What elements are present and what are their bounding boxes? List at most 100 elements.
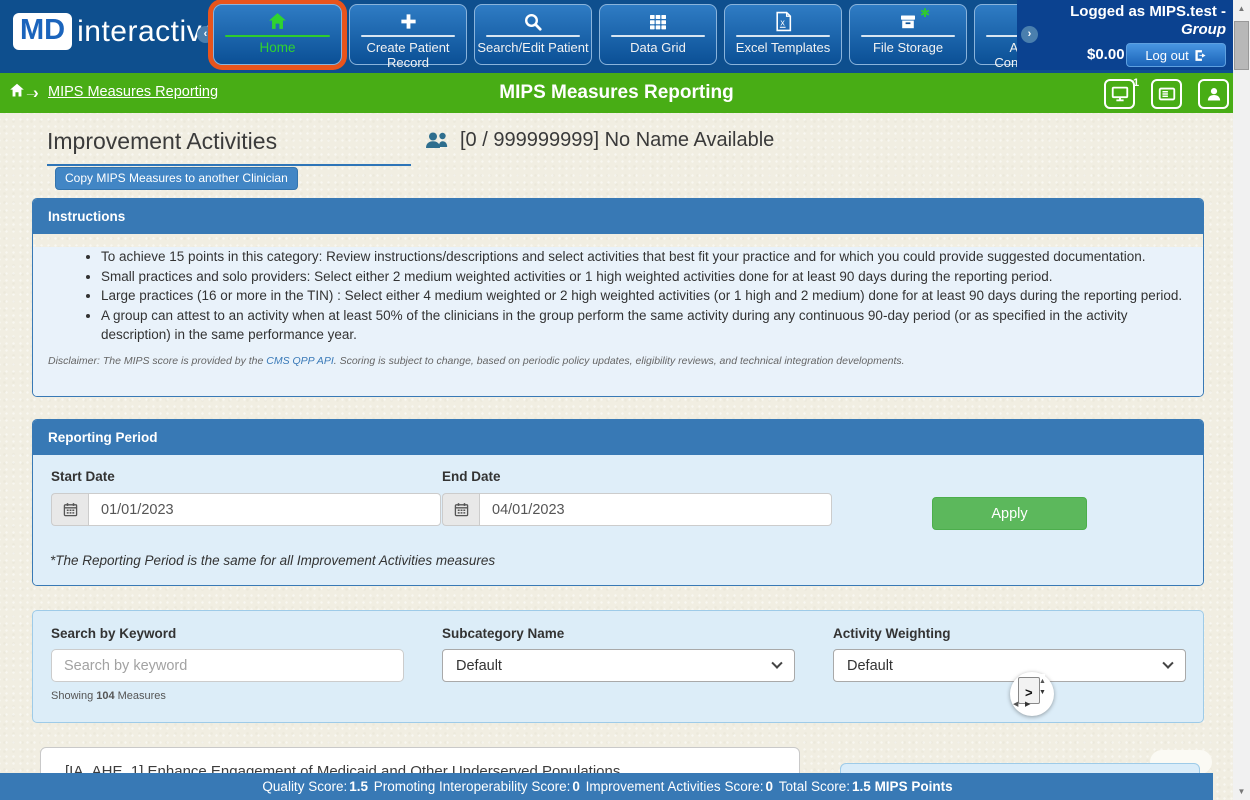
nav-buttons-row: Home Create Patient Record Search/Edit P…	[213, 4, 1092, 70]
nav-button-file-storage[interactable]: ✱ File Storage	[849, 4, 967, 65]
nav-button-data-grid[interactable]: Data Grid	[599, 4, 717, 65]
autoscroll-fold	[1038, 674, 1045, 681]
autoscroll-cursor-widget: > ▲ ▼ ◀ ▶	[1010, 672, 1054, 716]
chevron-right-icon[interactable]: ›	[1021, 26, 1038, 43]
svg-text:x: x	[780, 18, 785, 28]
vertical-scrollbar[interactable]: ▲ ▼	[1233, 0, 1250, 800]
logo-md-badge: MD	[13, 13, 73, 50]
reporting-period-title: Reporting Period	[33, 420, 1203, 455]
end-date-field: End Date	[442, 469, 832, 526]
section-heading: Improvement Activities	[47, 128, 411, 166]
disclaimer-suffix: . Scoring is subject to change, based on…	[333, 354, 905, 367]
breadcrumb-chevron-icon: ›	[33, 83, 39, 102]
nav-separator	[861, 35, 955, 37]
clinician-label: [0 / 999999999] No Name Available	[460, 129, 775, 151]
logout-label: Log out	[1145, 47, 1189, 63]
start-date-input[interactable]	[88, 493, 441, 526]
app-logo: MD interactive	[13, 13, 219, 50]
logged-in-panel: › Logged as MIPS.test - Group $0.00 Log …	[1017, 0, 1233, 70]
nav-label-excel-templates: Excel Templates	[735, 40, 831, 55]
archive-box-icon: ✱	[850, 6, 966, 33]
start-date-field: Start Date	[51, 469, 441, 526]
breadcrumb-link[interactable]: MIPS Measures Reporting	[48, 84, 219, 100]
scrollbar-thumb[interactable]	[1234, 21, 1249, 70]
showing-count: 104	[96, 690, 115, 702]
scrollbar-down-arrow-icon[interactable]: ▼	[1237, 787, 1246, 796]
home-icon	[214, 10, 341, 33]
search-keyword-label: Search by Keyword	[51, 626, 177, 641]
chevron-down-icon	[771, 657, 783, 669]
account-balance: $0.00	[1087, 46, 1125, 63]
disclaimer-prefix: Disclaimer: The MIPS score is provided b…	[48, 354, 267, 367]
logged-group-text: Group	[1181, 21, 1226, 38]
quality-score-label: Quality Score:	[262, 779, 348, 794]
instruction-item: To achieve 15 points in this category: R…	[101, 247, 1187, 267]
pi-score-value: 0	[572, 779, 580, 794]
scrollbar-up-arrow-icon[interactable]: ▲	[1237, 4, 1246, 13]
filters-panel: Search by Keyword Subcategory Name Defau…	[32, 610, 1204, 723]
nav-separator	[611, 35, 705, 37]
breadcrumb-bar: _ › MIPS Measures Reporting MIPS Measure…	[0, 70, 1233, 113]
instruction-item: Large practices (16 or more in the TIN) …	[101, 286, 1187, 306]
end-date-label: End Date	[442, 469, 501, 484]
calendar-icon[interactable]	[442, 493, 479, 526]
calendar-icon[interactable]	[51, 493, 88, 526]
logout-button[interactable]: Log out	[1126, 43, 1226, 67]
cms-qpp-api-link[interactable]: CMS QPP API	[266, 354, 334, 367]
disclaimer-text: Disclaimer: The MIPS score is provided b…	[48, 355, 1203, 367]
nav-label-home: Home	[259, 40, 296, 55]
quality-score-value: 1.5	[349, 779, 368, 794]
activity-weighting-label: Activity Weighting	[833, 626, 951, 641]
apply-button[interactable]: Apply	[932, 497, 1087, 530]
nav-separator	[736, 35, 830, 37]
start-date-label: Start Date	[51, 469, 115, 484]
pi-score-label: Promoting Interoperability Score:	[373, 779, 571, 794]
instructions-panel: Instructions To achieve 15 points in thi…	[32, 198, 1204, 397]
chevron-down-icon	[1162, 657, 1174, 669]
instructions-panel-title: Instructions	[33, 199, 1203, 234]
subcategory-label: Subcategory Name	[442, 626, 565, 641]
activity-weighting-select[interactable]: Default	[833, 649, 1186, 682]
activity-weighting-field: Activity Weighting Default	[833, 626, 1186, 682]
instruction-item: A group can attest to an activity when a…	[101, 306, 1187, 345]
nav-label-search-edit-patient: Search/Edit Patient	[477, 40, 589, 55]
home-icon[interactable]	[8, 82, 26, 104]
excel-file-icon: x	[725, 10, 841, 33]
end-date-input[interactable]	[479, 493, 832, 526]
triangle-left-icon: ◀	[1013, 701, 1019, 708]
nav-button-home[interactable]: Home	[213, 4, 342, 65]
nav-button-create-patient-record[interactable]: Create Patient Record	[349, 4, 467, 70]
instructions-list: To achieve 15 points in this category: R…	[33, 247, 1187, 345]
reporting-period-body: Start Date End Date Apply *The Reporting…	[33, 455, 1203, 585]
users-group-icon	[426, 132, 448, 148]
copy-measures-button[interactable]: Copy MIPS Measures to another Clinician	[55, 167, 298, 190]
monitor-icon-button[interactable]	[1104, 79, 1135, 109]
subcategory-select[interactable]: Default	[442, 649, 795, 682]
nav-button-excel-templates[interactable]: x Excel Templates	[724, 4, 842, 65]
chevron-left-icon[interactable]: ‹	[197, 26, 214, 43]
autoscroll-pane	[1018, 677, 1040, 704]
nav-label-file-storage: File Storage	[872, 40, 944, 55]
instructions-body: To achieve 15 points in this category: R…	[33, 247, 1203, 396]
green-asterisk-icon: ✱	[919, 6, 930, 20]
activity-weighting-selected-value: Default	[847, 657, 893, 674]
search-input[interactable]	[51, 649, 404, 682]
nav-separator	[486, 35, 580, 37]
magnifier-icon	[475, 10, 591, 33]
door-exit-icon	[1195, 49, 1206, 61]
ia-score-label: Improvement Activities Score:	[585, 779, 764, 794]
clinician-info: [0 / 999999999] No Name Available	[424, 129, 774, 152]
reporting-period-note: *The Reporting Period is the same for al…	[50, 553, 496, 568]
logo-text: interactive	[77, 14, 220, 48]
list-card-icon-button[interactable]	[1151, 79, 1182, 109]
user-icon-button[interactable]	[1198, 79, 1229, 109]
nav-separator	[361, 35, 455, 37]
reporting-period-panel: Reporting Period Start Date End Date App…	[32, 419, 1204, 586]
showing-prefix: Showing	[51, 690, 94, 702]
nav-button-search-edit-patient[interactable]: Search/Edit Patient	[474, 4, 592, 65]
showing-measures-count: Showing 104 Measures	[51, 690, 166, 702]
nav-label-data-grid: Data Grid	[630, 40, 686, 55]
nav-separator	[225, 35, 330, 37]
logged-as-text: Logged as MIPS.test -	[1070, 3, 1226, 20]
triangle-up-icon: ▲	[1039, 678, 1046, 685]
